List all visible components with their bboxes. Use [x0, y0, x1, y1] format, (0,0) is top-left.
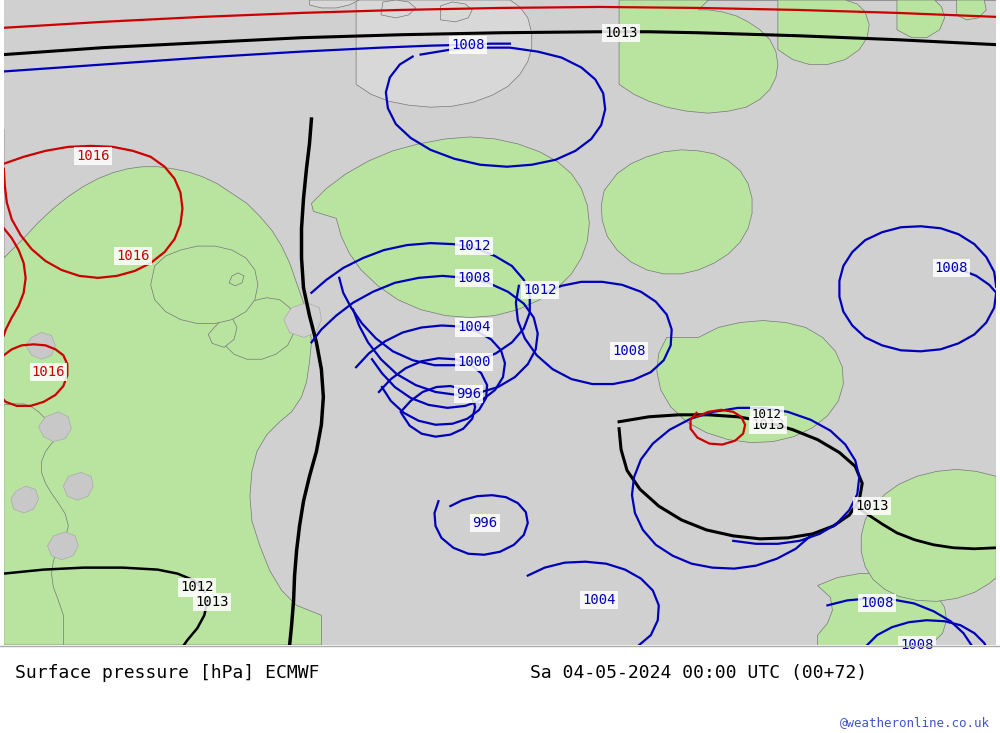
Polygon shape	[26, 333, 55, 359]
Text: 1013: 1013	[855, 499, 889, 513]
Polygon shape	[818, 574, 947, 650]
Polygon shape	[956, 0, 986, 20]
Polygon shape	[311, 137, 589, 317]
Text: 1013: 1013	[751, 418, 785, 432]
Polygon shape	[63, 472, 93, 500]
Text: 1012: 1012	[523, 283, 556, 297]
Text: @weatheronline.co.uk: @weatheronline.co.uk	[840, 716, 990, 729]
Text: 1013: 1013	[195, 595, 229, 609]
Polygon shape	[151, 246, 258, 323]
Polygon shape	[11, 486, 39, 513]
Text: 1004: 1004	[457, 320, 491, 334]
Text: 996: 996	[473, 516, 498, 530]
Polygon shape	[39, 412, 71, 441]
Text: Sa 04-05-2024 00:00 UTC (00+72): Sa 04-05-2024 00:00 UTC (00+72)	[530, 664, 867, 682]
Polygon shape	[208, 317, 237, 347]
Text: Surface pressure [hPa] ECMWF: Surface pressure [hPa] ECMWF	[15, 664, 320, 682]
Polygon shape	[440, 2, 472, 22]
Text: 1008: 1008	[935, 261, 968, 275]
Polygon shape	[4, 129, 321, 645]
Text: 1004: 1004	[582, 594, 616, 608]
Polygon shape	[220, 298, 295, 359]
Text: 1012: 1012	[457, 239, 491, 253]
Polygon shape	[657, 320, 843, 443]
Polygon shape	[381, 0, 416, 18]
Polygon shape	[4, 404, 68, 645]
Polygon shape	[619, 0, 996, 113]
Polygon shape	[229, 273, 244, 286]
Text: 1008: 1008	[612, 345, 646, 358]
Polygon shape	[47, 532, 78, 560]
Polygon shape	[897, 0, 945, 37]
Text: 1000: 1000	[457, 356, 491, 369]
Text: 1008: 1008	[457, 271, 491, 285]
Text: 1012: 1012	[181, 581, 214, 594]
Polygon shape	[284, 303, 321, 337]
Polygon shape	[309, 0, 359, 8]
Text: 1008: 1008	[900, 638, 934, 652]
Text: 1016: 1016	[32, 365, 65, 379]
Polygon shape	[778, 0, 869, 65]
Text: 1013: 1013	[604, 26, 638, 40]
Text: 1008: 1008	[451, 37, 485, 51]
Polygon shape	[601, 150, 752, 274]
Polygon shape	[861, 469, 996, 601]
Text: 1008: 1008	[860, 597, 894, 611]
Polygon shape	[356, 0, 532, 107]
Text: 996: 996	[456, 387, 481, 401]
Text: 1016: 1016	[116, 249, 150, 263]
Text: 1016: 1016	[76, 149, 110, 163]
Text: 1012: 1012	[752, 408, 782, 421]
